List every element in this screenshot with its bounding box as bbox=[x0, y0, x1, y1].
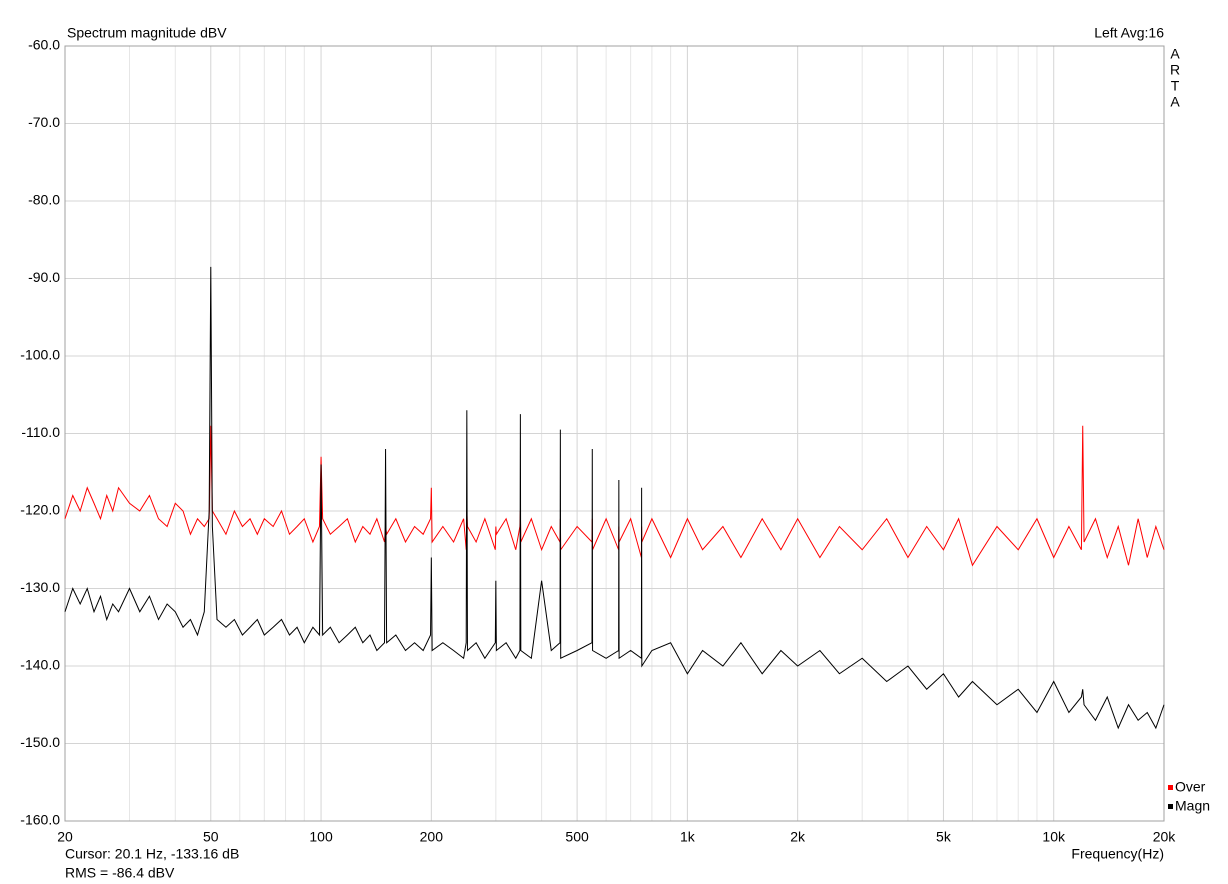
x-tick-label: 200 bbox=[420, 829, 444, 845]
y-tick-label: -60.0 bbox=[28, 37, 60, 53]
brand-letter: R bbox=[1170, 62, 1180, 78]
x-tick-label: 5k bbox=[936, 829, 952, 845]
y-tick-label: -150.0 bbox=[20, 734, 60, 750]
brand-letter: A bbox=[1170, 94, 1180, 110]
x-tick-label: 10k bbox=[1042, 829, 1066, 845]
y-tick-label: -130.0 bbox=[20, 579, 60, 595]
channel-label: Left Avg:16 bbox=[1094, 25, 1164, 41]
x-axis-label: Frequency(Hz) bbox=[1071, 846, 1164, 862]
x-tick-label: 20k bbox=[1153, 829, 1177, 845]
plot-frame bbox=[64, 45, 1165, 822]
y-tick-label: -80.0 bbox=[28, 192, 60, 208]
legend-swatch bbox=[1168, 785, 1173, 790]
brand-letter: A bbox=[1170, 46, 1180, 62]
legend-label: Magn bbox=[1175, 798, 1210, 814]
spectrum-line bbox=[64, 425, 1165, 567]
x-tick-label: 500 bbox=[565, 829, 589, 845]
rms-readout: RMS = -86.4 dBV bbox=[65, 865, 175, 881]
y-tick-label: -140.0 bbox=[20, 657, 60, 673]
brand-letter: T bbox=[1171, 78, 1180, 94]
y-tick-label: -70.0 bbox=[28, 114, 60, 130]
x-tick-label: 100 bbox=[309, 829, 333, 845]
y-tick-label: -110.0 bbox=[21, 424, 60, 440]
y-tick-label: -90.0 bbox=[28, 269, 60, 285]
x-tick-label: 20 bbox=[57, 829, 73, 845]
legend-swatch bbox=[1168, 804, 1173, 809]
spectrum-line bbox=[64, 266, 1165, 730]
y-tick-label: -100.0 bbox=[20, 347, 60, 363]
chart-title: Spectrum magnitude dBV bbox=[67, 25, 227, 41]
x-tick-label: 1k bbox=[680, 829, 696, 845]
x-tick-label: 50 bbox=[203, 829, 219, 845]
y-tick-label: -160.0 bbox=[20, 812, 60, 828]
y-tick-label: -120.0 bbox=[20, 502, 60, 518]
legend-label: Over bbox=[1175, 779, 1206, 795]
cursor-readout: Cursor: 20.1 Hz, -133.16 dB bbox=[65, 846, 239, 862]
x-tick-label: 2k bbox=[790, 829, 806, 845]
